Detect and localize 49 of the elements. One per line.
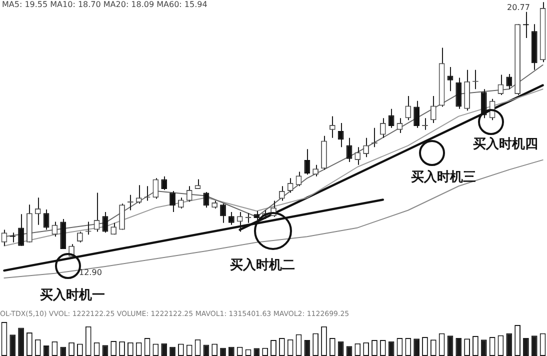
bar (102, 345, 108, 356)
candlestick (380, 118, 386, 138)
candlestick (480, 88, 487, 119)
candlestick (338, 122, 344, 148)
bar (304, 340, 310, 356)
candlestick (170, 190, 176, 213)
bar (203, 344, 210, 356)
text: 买入时机一 (40, 288, 105, 303)
bar (414, 338, 420, 356)
candlestick (304, 148, 310, 176)
bar (18, 328, 24, 356)
bar (338, 341, 344, 356)
candlestick (102, 212, 108, 234)
candlestick (152, 178, 159, 200)
candlestick (245, 212, 252, 224)
candlestick (228, 212, 234, 226)
candlestick (396, 118, 403, 134)
bar (531, 336, 538, 356)
candlestick (186, 186, 192, 202)
candlestick (456, 77, 462, 110)
candlestick (506, 73, 512, 90)
annotation: 20.77 (507, 3, 530, 12)
bar (388, 341, 394, 356)
candlestick (203, 192, 210, 208)
annotation: 买入时机三 (411, 170, 476, 185)
candlestick (119, 203, 125, 230)
text: 12.90 (79, 268, 102, 277)
bar (456, 338, 462, 356)
bar (447, 336, 454, 356)
chart-title: MA5: 19.55 MA10: 18.70 MA20: 18.09 MA60: 15.94 (2, 0, 208, 9)
bar (161, 343, 168, 356)
candlestick (18, 214, 24, 246)
candlestick (430, 96, 436, 124)
candlestick (136, 184, 142, 204)
candlestick (127, 194, 134, 211)
annotation: 买入时机四 (473, 137, 538, 152)
candlestick (329, 116, 336, 138)
bar (523, 338, 529, 356)
candlestick (194, 178, 201, 190)
annotation: 买入时机二 (230, 258, 295, 273)
candlestick (405, 96, 412, 121)
candlestick (312, 164, 319, 177)
bar (346, 346, 352, 356)
candlestick (34, 197, 41, 226)
bar (10, 334, 16, 356)
candlestick (414, 100, 420, 128)
candlestick (388, 108, 394, 128)
candlestick (220, 203, 226, 224)
bar (480, 340, 487, 356)
